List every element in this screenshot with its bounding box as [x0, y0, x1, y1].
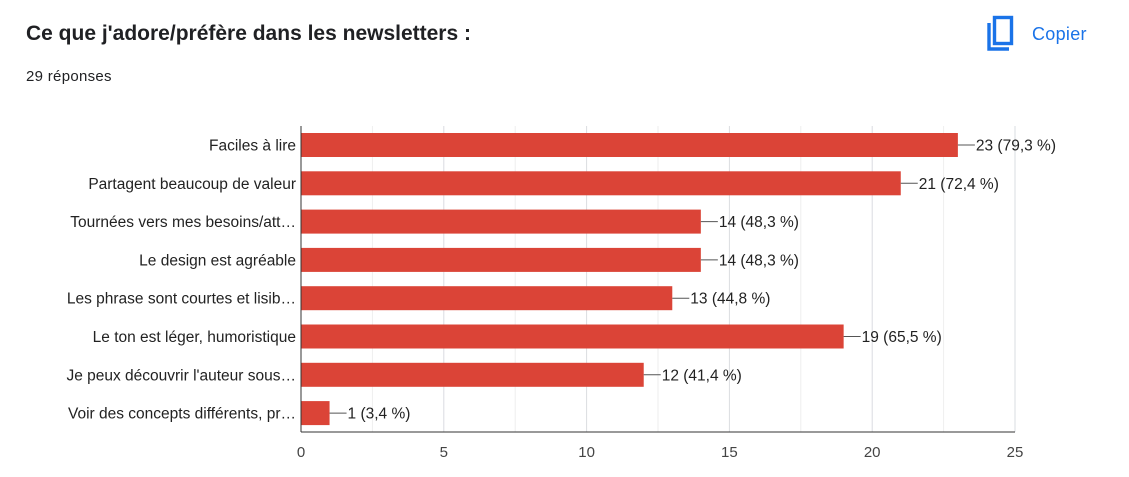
category-label: Le design est agréable	[139, 252, 296, 269]
bar	[301, 247, 701, 272]
category-label: Les phrase sont courtes et lisib…	[67, 291, 296, 308]
x-tick-label: 5	[440, 444, 448, 461]
bar	[301, 171, 901, 196]
data-label: 21 (72,4 %)	[919, 176, 999, 193]
data-label: 13 (44,8 %)	[690, 291, 770, 308]
category-label: Voir des concepts différents, pr…	[68, 406, 296, 423]
bar	[301, 286, 673, 311]
data-label: 23 (79,3 %)	[976, 138, 1056, 155]
x-tick-label: 20	[864, 444, 881, 461]
data-label: 14 (48,3 %)	[719, 214, 799, 231]
bar	[301, 401, 330, 426]
copy-icon	[987, 15, 1014, 51]
x-tick-label: 10	[578, 444, 595, 461]
bar	[301, 209, 701, 234]
category-label: Je peux découvrir l'auteur sous…	[66, 367, 296, 384]
category-label: Tournées vers mes besoins/att…	[70, 214, 296, 231]
response-count: 29 réponses	[26, 68, 112, 85]
data-label: 19 (65,5 %)	[862, 329, 942, 346]
category-label: Partagent beaucoup de valeur	[88, 176, 296, 193]
bar	[301, 133, 958, 157]
data-label: 12 (41,4 %)	[662, 367, 742, 384]
labels: 0 5 10 15 20 25 Faciles à lire 23 (79,3 %) Parta…	[66, 138, 1056, 462]
category-label: Faciles à lire	[209, 138, 296, 155]
bar	[301, 362, 644, 387]
category-label: Le ton est léger, humoristique	[93, 329, 296, 346]
x-tick-label: 0	[297, 444, 305, 461]
copy-button[interactable]: Copier	[982, 14, 1087, 54]
question-title: Ce que j'adore/préfère dans les newslett…	[26, 22, 471, 45]
data-label: 1 (3,4 %)	[348, 406, 411, 423]
bars	[301, 133, 958, 426]
bar	[301, 324, 844, 349]
copy-button-label: Copier	[1032, 23, 1087, 44]
x-tick-label: 15	[721, 444, 738, 461]
data-label: 14 (48,3 %)	[719, 252, 799, 269]
x-tick-label: 25	[1007, 444, 1024, 461]
